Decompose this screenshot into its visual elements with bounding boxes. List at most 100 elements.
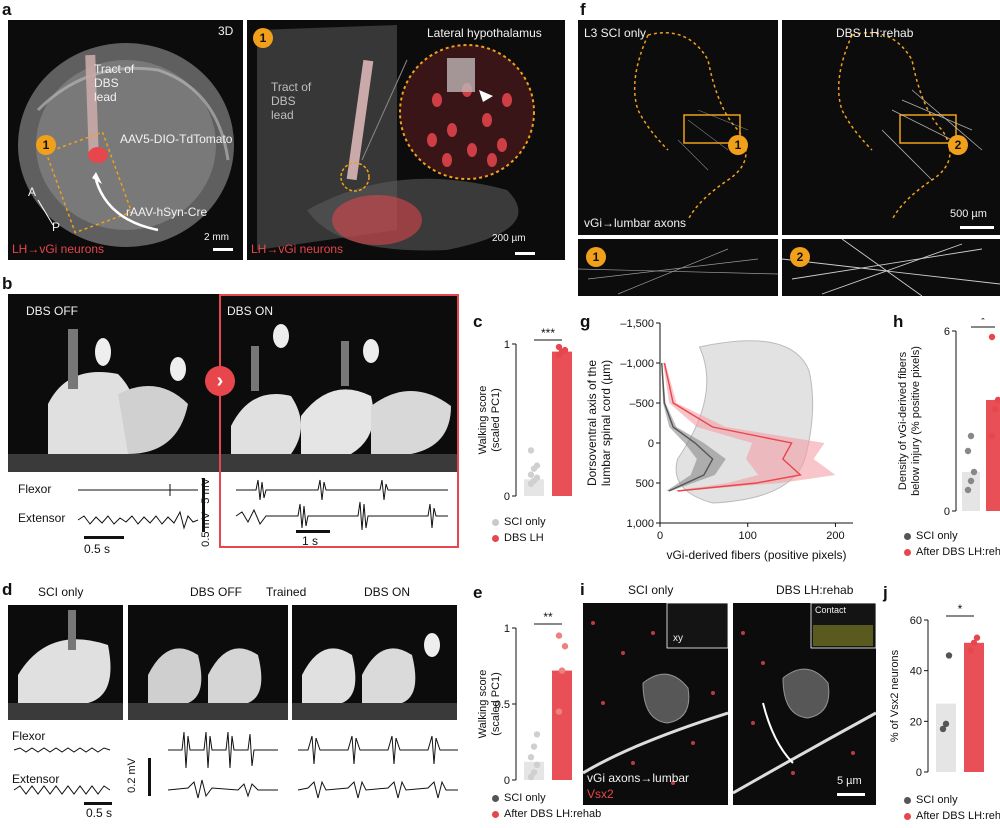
virus2-label: rAAV-hSyn-Cre <box>126 205 208 219</box>
data-point <box>991 405 999 413</box>
inset-2-image: 2 <box>781 238 1000 297</box>
dbs-on-label: DBS ON <box>364 585 411 599</box>
vsx2-contact-chart: 0 20 40 60 % of Vsx2 neurons * <box>889 602 984 779</box>
extensor-label: Extensor <box>12 772 60 786</box>
significance-label: ** <box>543 610 553 624</box>
y-tick-label: 40 <box>910 666 922 678</box>
badge-2: 2 <box>790 247 810 267</box>
bar-0 <box>962 472 980 511</box>
panel-f-dbs-image: DBS LH:rehab 2 500 µm <box>782 20 1000 235</box>
data-point <box>970 639 978 646</box>
walking-score-chart-e: 0 0.5 1 Walking score (scaled PC1) ** <box>477 610 572 787</box>
bar-1 <box>964 642 984 772</box>
tract-label: Tract of DBS lead <box>94 62 135 104</box>
axons-label: vGi→lumbar axons <box>584 216 687 230</box>
x-tick-label: 200 <box>826 530 844 542</box>
data-point <box>533 474 541 481</box>
series-band-0 <box>660 363 726 491</box>
i-left-title: SCI only <box>628 583 674 597</box>
y-axis-label: (scaled PC1) <box>490 388 502 452</box>
i-right-title: DBS LH:rehab <box>776 583 854 597</box>
data-point <box>942 720 950 728</box>
legend-sci: SCI only <box>904 794 958 806</box>
y-tick-label: 60 <box>910 615 922 627</box>
series-line-0 <box>661 362 714 492</box>
data-point <box>967 477 975 485</box>
panel-d-off-image <box>128 605 288 720</box>
data-point <box>527 773 535 781</box>
badge-1: 1 <box>728 135 748 155</box>
legend-dbs: After DBS LH:rehab <box>904 810 1000 822</box>
panel-c-letter: c <box>473 312 483 331</box>
hypothalamus-render <box>257 25 535 255</box>
f-right-title: DBS LH:rehab <box>836 26 914 40</box>
panel-b-on-box <box>219 294 459 548</box>
data-point <box>527 471 535 478</box>
panel-a-left-image: 3D 1 Tract of DBS lead AAV5-DIO-TdTomato… <box>8 20 243 260</box>
view-label: 3D <box>218 24 234 38</box>
y-tick-label: –1,500 <box>620 318 654 330</box>
bar-1 <box>552 670 572 780</box>
y-tick-label: –500 <box>630 398 654 410</box>
bar-1 <box>552 351 572 496</box>
data-point <box>964 486 972 494</box>
brain-3d-render <box>18 43 234 251</box>
data-point <box>964 447 972 455</box>
y-tick-label: –1,000 <box>620 358 654 370</box>
panel-h-letter: h <box>893 312 904 331</box>
data-point <box>555 632 563 639</box>
bar-0 <box>936 703 956 772</box>
walking-score-chart-c: 0 1 Walking score (scaled PC1) *** <box>477 326 572 503</box>
panel-d-sci-image <box>8 605 123 720</box>
series-band-1 <box>660 363 836 491</box>
badge-1: 1 <box>253 28 273 48</box>
emg-traces-d <box>13 731 458 805</box>
x-tick-label: 0 <box>657 530 663 542</box>
legend-dbs: After DBS LH:rehab <box>492 808 601 820</box>
panel-b-letter: b <box>2 274 13 293</box>
badge-1: 1 <box>36 135 56 155</box>
flexor-label: Flexor <box>12 729 46 743</box>
panel-e-letter: e <box>473 583 483 602</box>
y-tick-label: 0 <box>504 775 510 787</box>
significance-label: * <box>981 318 986 327</box>
dbs-off-label: DBS OFF <box>26 304 79 318</box>
data-point <box>945 652 953 659</box>
y-tick-label: 500 <box>636 478 654 490</box>
x-tick-label: 100 <box>739 530 757 542</box>
data-point <box>530 769 538 776</box>
y-tick-label: 20 <box>910 716 922 728</box>
data-point <box>988 333 996 341</box>
f-left-title: L3 SCI only <box>584 26 647 40</box>
x-axis-label: vGi-derived fibers (positive pixels) <box>666 548 846 562</box>
significance-label: * <box>958 602 963 616</box>
data-point <box>967 647 975 654</box>
data-point <box>533 761 541 768</box>
scale-label: 200 µm <box>492 233 526 244</box>
neurons-label: LH→vGi neurons <box>251 242 344 256</box>
panel-b-off-image: DBS OFF <box>8 294 220 472</box>
fiber-density-chart: 0 6 Density of vGi-derived fibers below inj… <box>897 318 1000 518</box>
virus1-label: AAV5-DIO-TdTomato <box>120 132 233 146</box>
data-point <box>527 754 535 761</box>
extensor-label: Extensor <box>18 511 66 525</box>
axis-a: A <box>28 185 37 199</box>
data-point <box>527 447 535 454</box>
region-title: Lateral hypothalamus <box>427 26 542 40</box>
y-tick-label: 6 <box>944 326 950 338</box>
inset-contact: Contact <box>815 605 847 615</box>
data-point <box>561 346 569 354</box>
series-line-1 <box>663 362 802 492</box>
data-point <box>530 743 538 750</box>
transition-arrow-icon: › <box>205 366 235 396</box>
data-point <box>533 731 541 738</box>
y-tick-label: 1 <box>504 623 510 635</box>
y-axis-label: Walking score <box>477 386 489 455</box>
scale-02mv: 0.2 mV <box>126 758 138 793</box>
scale-1s: 1 s <box>302 534 319 548</box>
y-axis-label: Density of vGi-derived fibers <box>897 351 909 490</box>
legend-sci: SCI only <box>492 516 546 528</box>
scale-05s: 0.5 s <box>84 542 111 556</box>
sci-only-label: SCI only <box>38 585 84 599</box>
